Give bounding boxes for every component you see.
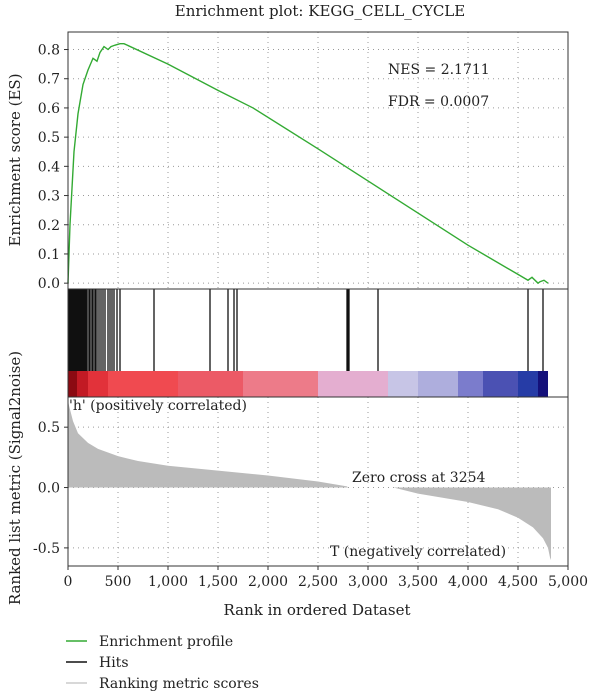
heatmap-band (483, 371, 518, 397)
es-y-tick-label: 0.4 (38, 159, 60, 175)
heatmap-band (318, 371, 388, 397)
es-y-axis-label: Enrichment score (ES) (6, 73, 24, 246)
heatmap-band (458, 371, 483, 397)
es-y-tick-label: 0.5 (38, 130, 60, 146)
heatmap-band (88, 371, 108, 397)
legend: Enrichment profile Hits Ranking metric sco… (66, 634, 259, 692)
heatmap-band (77, 371, 88, 397)
es-y-tick-label: 0.1 (38, 247, 60, 263)
x-tick-label: 3,500 (398, 574, 438, 590)
enrichment-profile-line (67, 42, 549, 285)
heatmap-band (538, 371, 548, 397)
es-y-tick-label: 0.6 (38, 101, 60, 117)
x-tick-label: 0 (64, 574, 73, 590)
fdr-annotation: FDR = 0.0007 (388, 94, 489, 110)
x-tick-label: 5,000 (548, 574, 588, 590)
legend-label: Enrichment profile (99, 634, 233, 650)
x-tick-label: 1,000 (148, 574, 188, 590)
legend-label: Ranking metric scores (99, 676, 259, 692)
x-axis-label: Rank in ordered Dataset (224, 601, 411, 619)
heatmap-band (418, 371, 458, 397)
x-tick-label: 500 (105, 574, 132, 590)
ranked-y-tick-label: 0.5 (38, 420, 60, 436)
heatmap-band (518, 371, 538, 397)
x-axis-ticks: 0 500 1,000 1,500 2,000 2,500 3,000 3,500 4,000 4… (64, 566, 588, 590)
positive-correlation-label: 'h' (positively correlated) (69, 398, 247, 414)
legend-label: Hits (99, 655, 129, 671)
es-y-tick-label: 0.2 (38, 218, 60, 234)
es-y-tick-label: 0.3 (38, 189, 60, 205)
ranked-y-axis-label: Ranked list metric (Signal2noise) (6, 351, 24, 605)
ranked-y-tick-label: 0.0 (38, 481, 60, 497)
heatmap-band (388, 371, 418, 397)
x-tick-label: 1,500 (198, 574, 238, 590)
ranked-y-tick-label: -0.5 (33, 541, 60, 557)
x-tick-label: 4,000 (448, 574, 488, 590)
es-y-tick-label: 0.7 (38, 72, 60, 88)
heatmap-band (68, 371, 77, 397)
heatmap-band (243, 371, 318, 397)
es-panel-frame (67, 31, 569, 290)
x-tick-label: 2,000 (248, 574, 288, 590)
es-y-tick-label: 0.0 (38, 276, 60, 292)
negative-correlation-label: T (negatively correlated) (330, 544, 506, 560)
nes-annotation: NES = 2.1711 (388, 62, 490, 78)
y-axis-ticks: 0.0 0.1 0.2 0.3 0.4 0.5 0.6 0.7 0.8 0.5 0.0 -0.5 (33, 43, 68, 557)
ranking-metric-area (68, 400, 551, 560)
rank-heatmap-bar (68, 371, 548, 397)
heatmap-band (178, 371, 243, 397)
es-y-tick-label: 0.8 (38, 43, 60, 59)
es-gridlines (68, 32, 569, 289)
chart-title: Enrichment plot: KEGG_CELL_CYCLE (175, 2, 465, 20)
x-tick-label: 4,500 (498, 574, 538, 590)
x-tick-label: 2,500 (298, 574, 338, 590)
heatmap-band (108, 371, 178, 397)
zero-cross-label: Zero cross at 3254 (352, 470, 486, 486)
x-tick-label: 3,000 (348, 574, 388, 590)
hits-barcode (67, 289, 544, 371)
